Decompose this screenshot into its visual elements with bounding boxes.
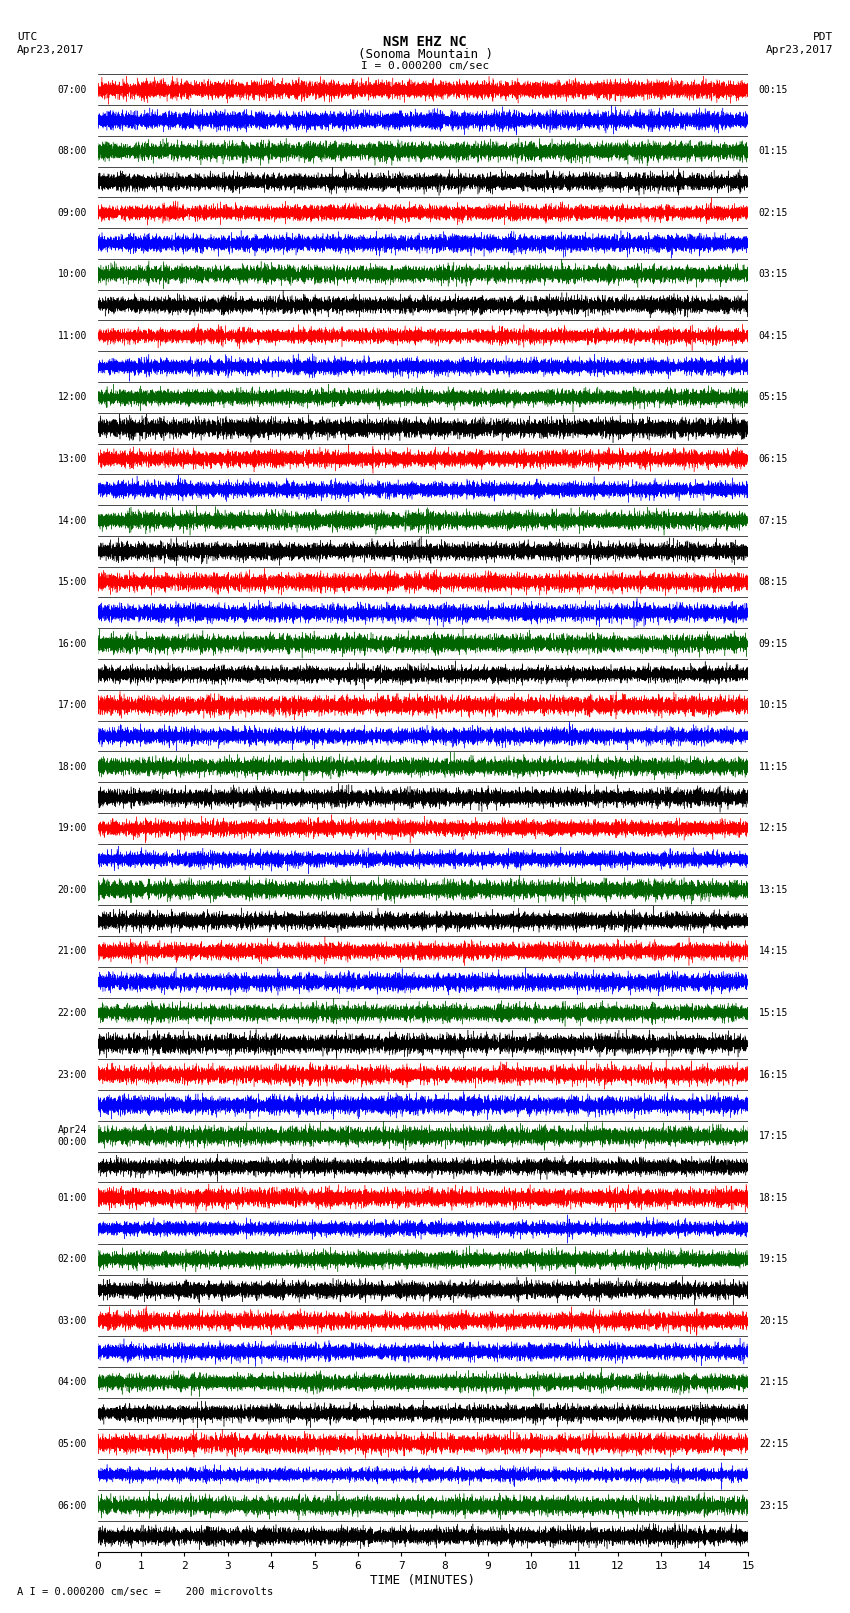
Text: (Sonoma Mountain ): (Sonoma Mountain ) (358, 48, 492, 61)
Text: 02:15: 02:15 (759, 208, 788, 218)
Text: 05:15: 05:15 (759, 392, 788, 402)
Text: 15:15: 15:15 (759, 1008, 788, 1018)
Text: 17:15: 17:15 (759, 1131, 788, 1140)
Text: 20:15: 20:15 (759, 1316, 788, 1326)
Text: 10:00: 10:00 (58, 269, 87, 279)
Text: 15:00: 15:00 (58, 577, 87, 587)
Text: 00:15: 00:15 (759, 84, 788, 95)
Text: 12:15: 12:15 (759, 823, 788, 834)
Text: A I = 0.000200 cm/sec =    200 microvolts: A I = 0.000200 cm/sec = 200 microvolts (17, 1587, 273, 1597)
Text: 23:15: 23:15 (759, 1500, 788, 1510)
Text: 04:15: 04:15 (759, 331, 788, 340)
Text: Apr23,2017: Apr23,2017 (17, 45, 84, 55)
Text: 01:15: 01:15 (759, 147, 788, 156)
Text: 21:15: 21:15 (759, 1378, 788, 1387)
Text: 17:00: 17:00 (58, 700, 87, 710)
Text: UTC: UTC (17, 32, 37, 42)
Text: 04:00: 04:00 (58, 1378, 87, 1387)
Text: 19:00: 19:00 (58, 823, 87, 834)
Text: 18:15: 18:15 (759, 1192, 788, 1203)
Text: 21:00: 21:00 (58, 947, 87, 957)
Text: NSM EHZ NC: NSM EHZ NC (383, 35, 467, 50)
Text: 07:00: 07:00 (58, 84, 87, 95)
Text: PDT: PDT (813, 32, 833, 42)
Text: 16:15: 16:15 (759, 1069, 788, 1079)
Text: 14:15: 14:15 (759, 947, 788, 957)
Text: 05:00: 05:00 (58, 1439, 87, 1448)
Text: 19:15: 19:15 (759, 1255, 788, 1265)
Text: I = 0.000200 cm/sec: I = 0.000200 cm/sec (361, 61, 489, 71)
Text: 11:15: 11:15 (759, 761, 788, 771)
Text: 22:15: 22:15 (759, 1439, 788, 1448)
Text: 09:15: 09:15 (759, 639, 788, 648)
Text: Apr24
00:00: Apr24 00:00 (58, 1126, 87, 1147)
Text: 10:15: 10:15 (759, 700, 788, 710)
Text: 20:00: 20:00 (58, 886, 87, 895)
Text: 03:15: 03:15 (759, 269, 788, 279)
Text: 07:15: 07:15 (759, 516, 788, 526)
Text: 18:00: 18:00 (58, 761, 87, 771)
Text: 23:00: 23:00 (58, 1069, 87, 1079)
Text: 08:15: 08:15 (759, 577, 788, 587)
Text: Apr23,2017: Apr23,2017 (766, 45, 833, 55)
Text: 02:00: 02:00 (58, 1255, 87, 1265)
Text: 06:15: 06:15 (759, 453, 788, 465)
Text: 11:00: 11:00 (58, 331, 87, 340)
Text: 03:00: 03:00 (58, 1316, 87, 1326)
Text: 22:00: 22:00 (58, 1008, 87, 1018)
X-axis label: TIME (MINUTES): TIME (MINUTES) (371, 1574, 475, 1587)
Text: 01:00: 01:00 (58, 1192, 87, 1203)
Text: 14:00: 14:00 (58, 516, 87, 526)
Text: 09:00: 09:00 (58, 208, 87, 218)
Text: 16:00: 16:00 (58, 639, 87, 648)
Text: 12:00: 12:00 (58, 392, 87, 402)
Text: 06:00: 06:00 (58, 1500, 87, 1510)
Text: 08:00: 08:00 (58, 147, 87, 156)
Text: 13:00: 13:00 (58, 453, 87, 465)
Text: 13:15: 13:15 (759, 886, 788, 895)
